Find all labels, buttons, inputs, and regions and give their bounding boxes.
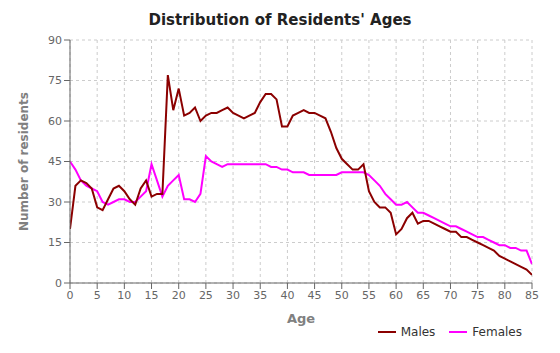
svg-text:Number of residents: Number of residents <box>17 92 31 231</box>
svg-text:15: 15 <box>145 289 159 302</box>
svg-text:70: 70 <box>443 289 457 302</box>
svg-text:60: 60 <box>389 289 403 302</box>
svg-text:40: 40 <box>280 289 294 302</box>
svg-text:20: 20 <box>172 289 186 302</box>
svg-text:30: 30 <box>48 196 62 209</box>
svg-text:75: 75 <box>48 74 62 87</box>
svg-text:80: 80 <box>498 289 512 302</box>
svg-text:65: 65 <box>416 289 430 302</box>
html-text:Males: Males <box>400 325 436 339</box>
html-text:Distribution of Residents' Age: Distribution of Residents' Ages <box>148 11 412 29</box>
svg-text:75: 75 <box>471 289 485 302</box>
svg-text:10: 10 <box>117 289 131 302</box>
svg-text:Age: Age <box>287 311 315 326</box>
svg-text:55: 55 <box>362 289 376 302</box>
svg-text:85: 85 <box>525 289 539 302</box>
svg-text:0: 0 <box>67 289 74 302</box>
svg-text:45: 45 <box>308 289 322 302</box>
svg-text:5: 5 <box>94 289 101 302</box>
svg-text:60: 60 <box>48 115 62 128</box>
svg-text:35: 35 <box>253 289 267 302</box>
svg-text:30: 30 <box>226 289 240 302</box>
svg-text:50: 50 <box>335 289 349 302</box>
svg-text:90: 90 <box>48 34 62 47</box>
svg-text:25: 25 <box>199 289 213 302</box>
svg-text:45: 45 <box>48 155 62 168</box>
svg-text:15: 15 <box>48 236 62 249</box>
svg-text:0: 0 <box>55 277 62 290</box>
html-text:Females: Females <box>472 325 522 339</box>
